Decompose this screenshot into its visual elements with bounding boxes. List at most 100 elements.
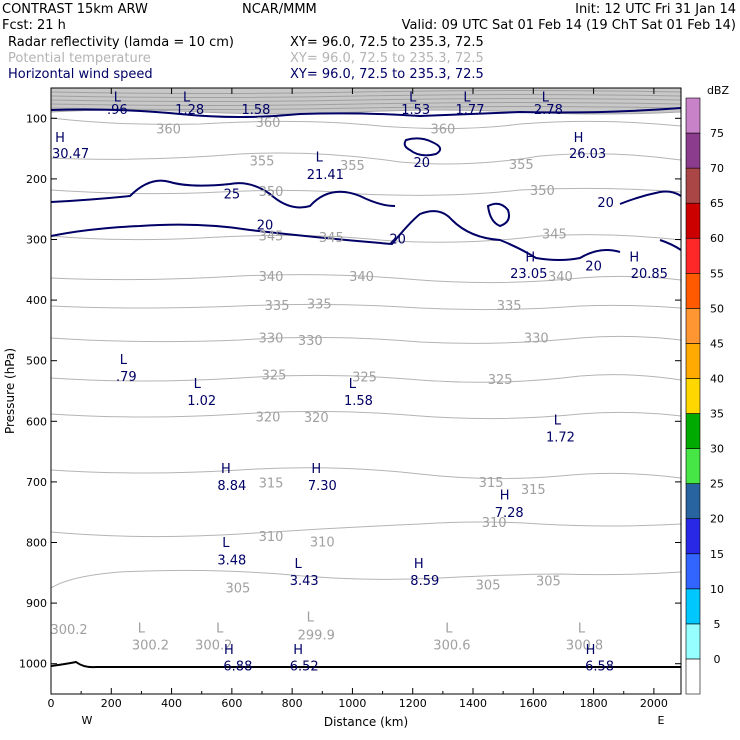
wind-extremum-value: 1.02 bbox=[187, 394, 216, 409]
colorbar-swatch bbox=[685, 237, 701, 274]
wind-extremum-marker: H bbox=[525, 250, 535, 265]
wind-extremum-marker: H bbox=[586, 643, 596, 658]
y-tick-label: 800 bbox=[26, 537, 47, 550]
colorbar-level-label: 40 bbox=[710, 372, 724, 385]
theta-contour-label: 299.9 bbox=[298, 629, 335, 644]
isentrope-350 bbox=[51, 187, 681, 196]
y-tick-label: 900 bbox=[26, 597, 47, 610]
colorbar-swatch bbox=[685, 413, 701, 449]
wind-extremum-value: 1.58 bbox=[344, 394, 373, 409]
colorbar-level-label: 15 bbox=[710, 548, 724, 561]
wind-extremum-value: 21.41 bbox=[307, 168, 344, 183]
wind-extremum-value: .79 bbox=[116, 370, 137, 385]
y-tick-label: 400 bbox=[26, 294, 47, 307]
y-tick-label: 600 bbox=[26, 415, 47, 428]
y-axis: 100 200 300 400 500 600 700 800 900 1000 bbox=[19, 112, 681, 671]
colorbar-swatch bbox=[685, 97, 701, 134]
wind-extremum-value: 30.47 bbox=[52, 147, 89, 162]
colorbar-swatch bbox=[685, 378, 701, 414]
wind-extremum-value: 7.28 bbox=[495, 506, 524, 521]
y-tick-label: 700 bbox=[26, 476, 47, 489]
colorbar-swatch bbox=[685, 132, 701, 169]
x-tick-label: 0 bbox=[48, 697, 55, 710]
plot-background bbox=[51, 88, 681, 694]
theta-contour-label: 355 bbox=[250, 155, 275, 170]
contour-labels: 360 360 360 355 355 355 350 350 345 345 345 340 340 3… bbox=[50, 90, 667, 674]
x-tick-label: 1000 bbox=[338, 697, 366, 710]
wind-extremum-value: 20.85 bbox=[631, 267, 668, 282]
colorbar-unit: dBZ bbox=[707, 84, 730, 97]
isentrope-340 bbox=[51, 274, 681, 284]
colorbar-level-label: 0 bbox=[714, 653, 721, 666]
wind-contour-label: 20 bbox=[597, 196, 614, 211]
y-tick-label: 300 bbox=[26, 234, 47, 247]
wind-contour-20-east2 bbox=[659, 239, 681, 251]
isentrope-320 bbox=[51, 410, 681, 420]
wind-extremum-marker: L bbox=[183, 90, 191, 105]
wind-extremum-value: 1.28 bbox=[175, 103, 204, 118]
wind-contour-label: 20 bbox=[413, 156, 430, 171]
theta-contour-label: 310 bbox=[259, 530, 284, 545]
x-tick-label: 1200 bbox=[399, 697, 427, 710]
wind-extremum-value: 1.53 bbox=[401, 103, 430, 118]
theta-contour-label: 305 bbox=[225, 581, 250, 596]
theta-contour-label: 335 bbox=[307, 298, 332, 313]
theta-contour-label: 320 bbox=[304, 411, 329, 426]
y-tick-label: 100 bbox=[26, 112, 47, 125]
colorbar-swatch bbox=[685, 588, 701, 625]
isentrope-345 bbox=[51, 234, 681, 243]
theta-contour-label: 310 bbox=[310, 535, 335, 550]
theta-contour-label: 335 bbox=[497, 299, 522, 314]
colorbar-level-label: 65 bbox=[710, 197, 724, 210]
x-tick-label: 1400 bbox=[459, 697, 487, 710]
isentrope-310 bbox=[51, 521, 681, 538]
x-tick-label: 200 bbox=[101, 697, 122, 710]
theta-contour-label: 300.6 bbox=[433, 638, 470, 653]
wind-extremum-marker: H bbox=[311, 462, 321, 477]
colorbar-swatch bbox=[685, 272, 701, 309]
wind-contour-label: 20 bbox=[585, 260, 602, 275]
colorbar-swatch bbox=[685, 518, 701, 555]
y-tick-label: 500 bbox=[26, 355, 47, 368]
theta-contour-label: 325 bbox=[488, 373, 513, 388]
wind-extremum-marker: L bbox=[316, 150, 324, 165]
colorbar-swatch bbox=[685, 553, 701, 590]
wind-extremum-value: .96 bbox=[107, 103, 128, 118]
wind-extremum-marker: H bbox=[224, 643, 234, 658]
wind-extremum-marker: H bbox=[221, 462, 231, 477]
isentrope-360 bbox=[51, 117, 681, 130]
theta-contour-label: 345 bbox=[542, 227, 567, 242]
theta-extremum-marker: L bbox=[216, 621, 224, 636]
wind-extremum-value: 3.43 bbox=[290, 574, 319, 589]
theta-contour-label: 335 bbox=[265, 299, 290, 314]
wind-extremum-value: 1.77 bbox=[456, 103, 485, 118]
theta-contour-label: 315 bbox=[259, 477, 284, 492]
colorbar-level-label: 55 bbox=[710, 267, 724, 280]
theta-contour-label: 305 bbox=[536, 575, 561, 590]
model-title: CONTRAST 15km ARW bbox=[2, 2, 148, 17]
y-axis-label: Pressure (hPa) bbox=[3, 348, 17, 434]
wind-extremum-marker: H bbox=[629, 250, 639, 265]
wind-extremum-value: 3.48 bbox=[217, 553, 246, 568]
theta-contour-label: 305 bbox=[476, 578, 501, 593]
x-tick-label: 600 bbox=[221, 697, 242, 710]
x-tick-label: 2000 bbox=[640, 697, 668, 710]
isentrope-330 bbox=[51, 335, 681, 344]
theta-contour-label: 340 bbox=[548, 270, 573, 285]
theta-band-lines bbox=[51, 90, 681, 110]
wind-extremum-value: 2.78 bbox=[534, 103, 563, 118]
colorbar-swatch bbox=[685, 448, 701, 484]
colorbar: 0 5 10 15 20 25 30 35 40 45 50 55 60 65 70 75 bbox=[685, 97, 724, 695]
colorbar-swatch bbox=[685, 167, 701, 204]
colorbar-level-label: 35 bbox=[710, 408, 724, 421]
wind-extremum-value: 1.58 bbox=[241, 103, 270, 118]
wind-extremum-marker: L bbox=[194, 377, 202, 392]
colorbar-swatch bbox=[685, 202, 701, 239]
field-name-reflectivity: Radar reflectivity (lamda = 10 cm) bbox=[8, 35, 234, 50]
x-axis-label: Distance (km) bbox=[324, 715, 408, 729]
wind-extremum-marker: L bbox=[295, 557, 303, 572]
isentrope-355 bbox=[51, 152, 681, 165]
theta-extremum-marker: L bbox=[445, 621, 453, 636]
theta-contour-label: 310 bbox=[482, 516, 507, 531]
